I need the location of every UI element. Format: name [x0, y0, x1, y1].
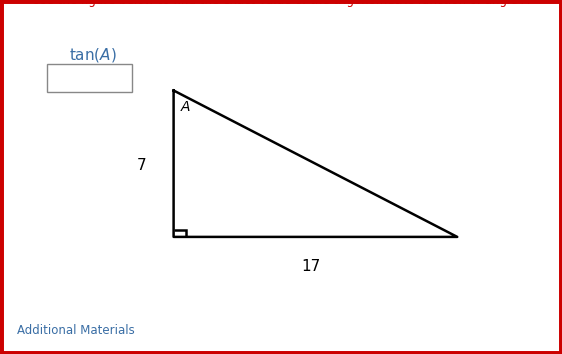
Text: 7: 7 — [137, 158, 146, 173]
Text: 17: 17 — [302, 258, 321, 274]
Text: A: A — [181, 101, 191, 114]
Text: Use the figure below to find the exact value of the trigonometric function of an: Use the figure below to find the exact v… — [32, 0, 530, 7]
Bar — [47, 64, 132, 92]
Text: $\mathrm{tan}(A)$: $\mathrm{tan}(A)$ — [69, 46, 117, 64]
Text: Additional Materials: Additional Materials — [17, 324, 134, 337]
